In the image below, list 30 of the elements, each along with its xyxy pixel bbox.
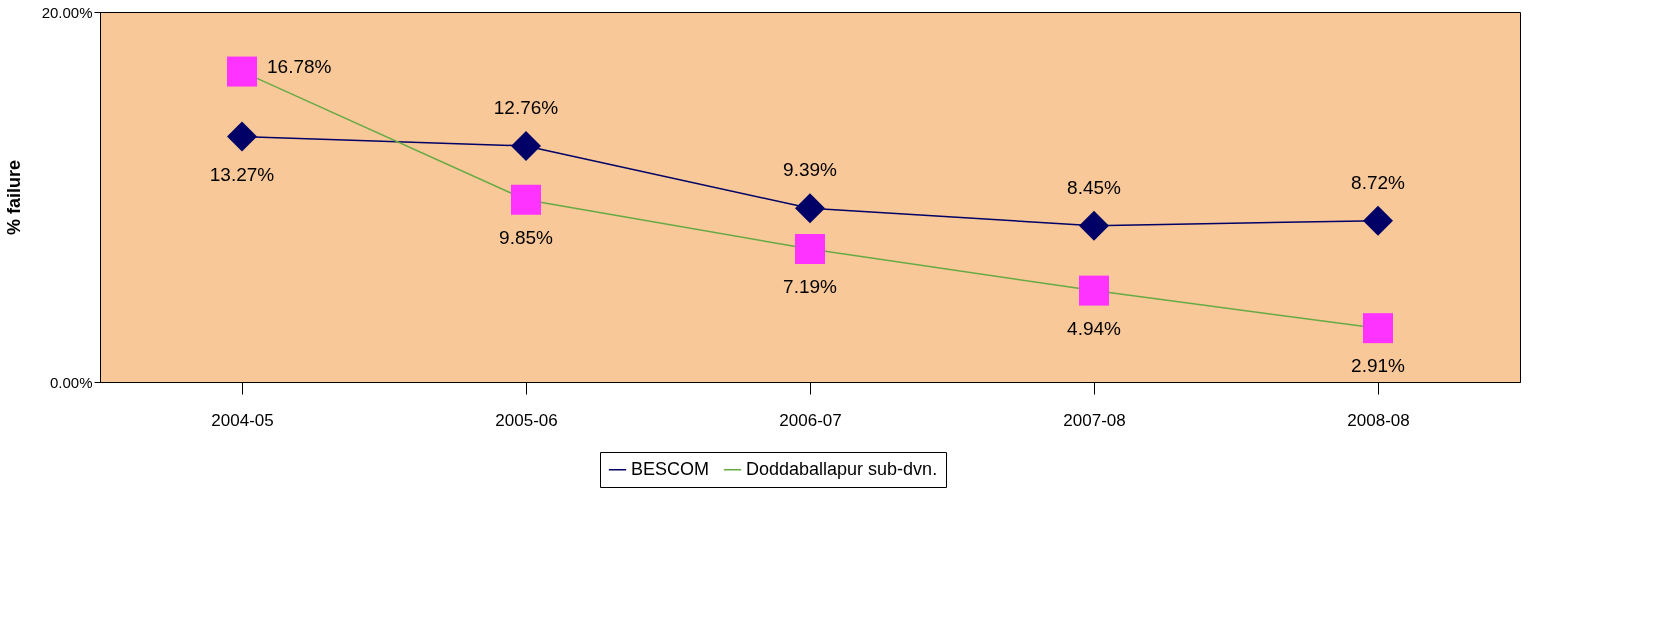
x-tick-label: 2007-08: [1063, 410, 1126, 430]
x-tick-label: 2004-05: [211, 410, 274, 430]
point: [1363, 205, 1393, 236]
y-tick-label: 0.00%: [49, 373, 93, 391]
data-label: 8.72%: [1351, 171, 1406, 193]
data-label: 2.91%: [1351, 355, 1406, 377]
y-axis-title: % failure: [3, 159, 24, 236]
data-label: 12.76%: [493, 96, 559, 118]
point: [227, 121, 257, 152]
data-label: 9.85%: [499, 226, 554, 248]
point: [795, 193, 825, 224]
x-tick-label: 2008-08: [1347, 410, 1410, 430]
data-label: 13.27%: [209, 163, 275, 185]
point: [511, 130, 541, 161]
legend-label: Doddaballapur sub-dvn.: [746, 458, 938, 479]
data-label: 4.94%: [1067, 317, 1122, 339]
point: [227, 56, 257, 87]
point: [1079, 275, 1109, 306]
point: [511, 184, 541, 215]
point: [1079, 210, 1109, 241]
x-tick-label: 2005-06: [495, 410, 558, 430]
data-label: 8.45%: [1067, 176, 1122, 198]
y-tick-label: 20.00%: [41, 3, 93, 21]
data-label: 7.19%: [783, 275, 838, 297]
point: [795, 233, 825, 264]
x-tick-label: 2006-07: [779, 410, 842, 430]
legend-label: BESCOM: [631, 458, 710, 479]
data-label: 16.78%: [267, 55, 332, 77]
point: [1363, 313, 1393, 344]
data-label: 9.39%: [783, 159, 838, 181]
